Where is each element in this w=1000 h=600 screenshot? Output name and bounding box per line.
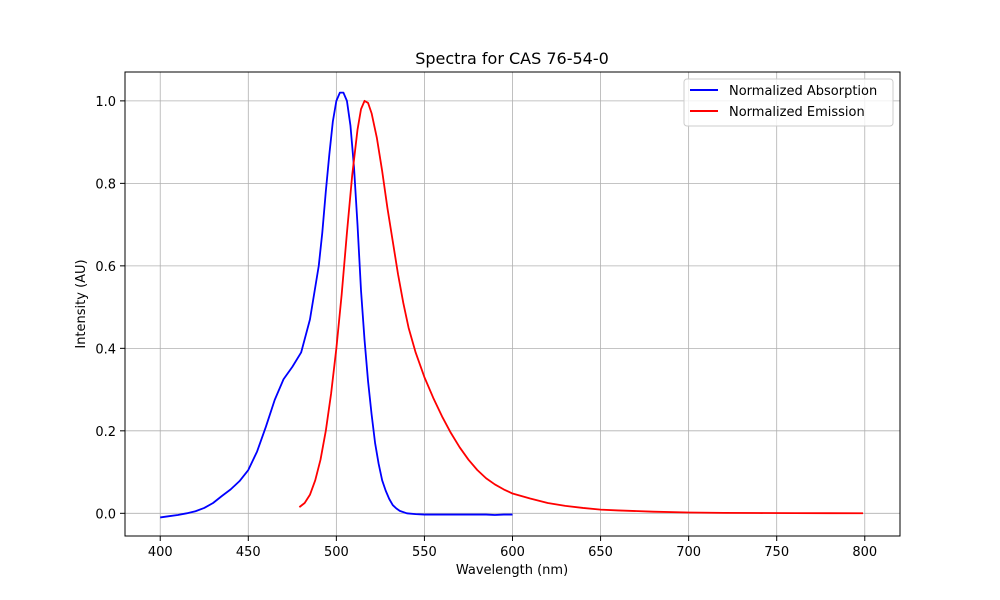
x-tick-label: 650 <box>588 545 613 560</box>
y-tick-label: 0.6 <box>95 260 116 275</box>
y-tick-label: 0.4 <box>95 342 116 357</box>
y-tick-label: 1.0 <box>95 95 116 110</box>
legend-box <box>683 78 894 127</box>
x-axis-label: Wavelength (nm) <box>456 563 568 578</box>
x-tick-label: 550 <box>412 545 437 560</box>
emission-series-line <box>298 99 864 515</box>
y-axis-label: Intensity (AU) <box>74 259 89 348</box>
x-tick-label: 800 <box>852 545 877 560</box>
x-tick-label: 750 <box>764 545 789 560</box>
series-layer <box>160 91 864 519</box>
absorption-series-line <box>160 91 513 519</box>
legend-label-absorption: Normalized Absorption <box>729 84 877 99</box>
x-tick-label: 600 <box>500 545 525 560</box>
y-tick-label: 0.0 <box>95 507 116 522</box>
x-tick-label: 500 <box>324 545 349 560</box>
x-tick-label: 700 <box>676 545 701 560</box>
y-tick-label: 0.2 <box>95 425 116 440</box>
x-tick-label: 450 <box>236 545 261 560</box>
x-tick-label: 400 <box>148 545 173 560</box>
tick-layer: 400 450 500 550 600 650 700 750 800 0.0 0.2 0.4 0.6 0… <box>95 95 877 560</box>
legend-label-emission: Normalized Emission <box>729 105 865 120</box>
legend: Normalized Absorption Normalized Emissio… <box>683 78 894 127</box>
y-tick-label: 0.8 <box>95 177 116 192</box>
chart-title: Spectra for CAS 76-54-0 <box>415 49 609 68</box>
